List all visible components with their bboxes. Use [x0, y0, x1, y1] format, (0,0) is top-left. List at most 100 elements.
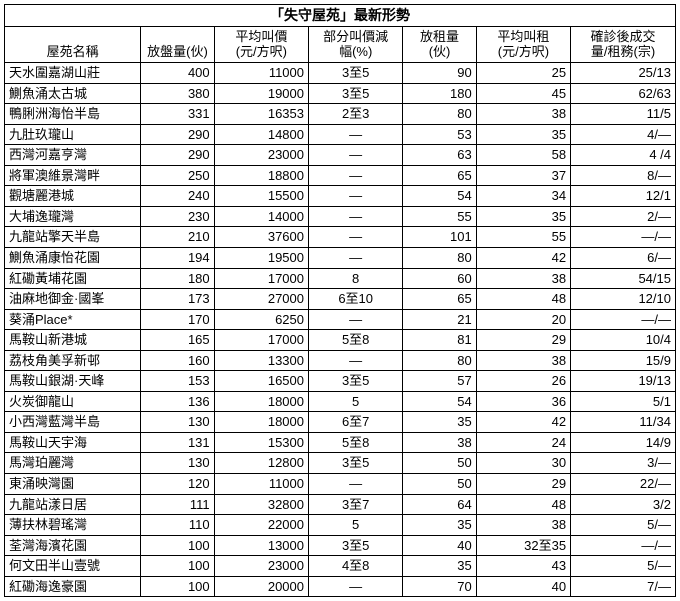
- column-header: 放租量(伙): [403, 26, 476, 62]
- estate-name-cell: 東涌映灣園: [5, 474, 141, 495]
- data-cell: 18800: [214, 165, 308, 186]
- table-row: 大埔逸瓏灣23014000—55352/—: [5, 206, 676, 227]
- data-cell: 19500: [214, 248, 308, 269]
- data-cell: 37600: [214, 227, 308, 248]
- data-cell: 14800: [214, 124, 308, 145]
- table-row: 觀塘麗港城24015500—543412/1: [5, 186, 676, 207]
- estate-name-cell: 荔枝角美孚新邨: [5, 350, 141, 371]
- data-cell: 81: [403, 330, 476, 351]
- data-cell: 11/34: [571, 412, 676, 433]
- data-cell: 5/—: [571, 556, 676, 577]
- data-cell: 20000: [214, 576, 308, 597]
- data-cell: —: [309, 165, 403, 186]
- data-cell: 63: [403, 145, 476, 166]
- column-header: 平均叫租(元/方呎): [476, 26, 570, 62]
- data-cell: —: [309, 576, 403, 597]
- data-cell: 290: [141, 145, 214, 166]
- data-cell: 180: [403, 83, 476, 104]
- data-cell: 53: [403, 124, 476, 145]
- data-cell: 26: [476, 371, 570, 392]
- column-header: 部分叫價減幅(%): [309, 26, 403, 62]
- estate-name-cell: 天水圍嘉湖山莊: [5, 63, 141, 84]
- data-cell: 14/9: [571, 432, 676, 453]
- data-cell: 7/—: [571, 576, 676, 597]
- data-cell: 5: [309, 515, 403, 536]
- table-row: 鴨脷洲海怡半島331163532至3803811/5: [5, 104, 676, 125]
- data-cell: 170: [141, 309, 214, 330]
- table-row: 東涌映灣園12011000—502922/—: [5, 474, 676, 495]
- data-cell: 55: [403, 206, 476, 227]
- table-row: 紅磡黃埔花園180170008603854/15: [5, 268, 676, 289]
- data-cell: 160: [141, 350, 214, 371]
- data-cell: 100: [141, 556, 214, 577]
- data-cell: 48: [476, 494, 570, 515]
- table-title-row: 「失守屋苑」最新形勢: [5, 5, 676, 27]
- data-cell: 3至5: [309, 83, 403, 104]
- data-cell: 3/—: [571, 453, 676, 474]
- data-cell: 120: [141, 474, 214, 495]
- table-row: 將軍澳維景灣畔25018800—65378/—: [5, 165, 676, 186]
- estates-table: 「失守屋苑」最新形勢 屋苑名稱放盤量(伙)平均叫價(元/方呎)部分叫價減幅(%)…: [4, 4, 676, 597]
- data-cell: 35: [403, 556, 476, 577]
- data-cell: 80: [403, 350, 476, 371]
- data-cell: 14000: [214, 206, 308, 227]
- data-cell: 6250: [214, 309, 308, 330]
- data-cell: 38: [476, 268, 570, 289]
- column-header: 平均叫價(元/方呎): [214, 26, 308, 62]
- data-cell: 38: [403, 432, 476, 453]
- data-cell: 6/—: [571, 248, 676, 269]
- estate-name-cell: 馬鞍山新港城: [5, 330, 141, 351]
- data-cell: 60: [403, 268, 476, 289]
- data-cell: 380: [141, 83, 214, 104]
- estate-name-cell: 火炭御龍山: [5, 391, 141, 412]
- table-row: 西灣河嘉亨灣29023000—63584 /4: [5, 145, 676, 166]
- data-cell: 64: [403, 494, 476, 515]
- data-cell: 136: [141, 391, 214, 412]
- table-row: 天水圍嘉湖山莊400110003至5902525/13: [5, 63, 676, 84]
- estate-name-cell: 何文田半山壹號: [5, 556, 141, 577]
- data-cell: 240: [141, 186, 214, 207]
- data-cell: 11/5: [571, 104, 676, 125]
- data-cell: —: [309, 309, 403, 330]
- data-cell: 5: [309, 391, 403, 412]
- data-cell: 43: [476, 556, 570, 577]
- table-row: 荔枝角美孚新邨16013300—803815/9: [5, 350, 676, 371]
- data-cell: 3/2: [571, 494, 676, 515]
- estate-name-cell: 西灣河嘉亨灣: [5, 145, 141, 166]
- table-row: 火炭御龍山13618000554365/1: [5, 391, 676, 412]
- data-cell: 23000: [214, 145, 308, 166]
- table-row: 小西灣藍灣半島130180006至7354211/34: [5, 412, 676, 433]
- data-cell: 3至7: [309, 494, 403, 515]
- estate-name-cell: 大埔逸瓏灣: [5, 206, 141, 227]
- data-cell: 23000: [214, 556, 308, 577]
- data-cell: 210: [141, 227, 214, 248]
- estate-name-cell: 鰂魚涌太古城: [5, 83, 141, 104]
- table-row: 鰂魚涌康怡花園19419500—80426/—: [5, 248, 676, 269]
- data-cell: 50: [403, 474, 476, 495]
- data-cell: 130: [141, 453, 214, 474]
- data-cell: 55: [476, 227, 570, 248]
- data-cell: 35: [476, 124, 570, 145]
- data-cell: 30: [476, 453, 570, 474]
- data-cell: 36: [476, 391, 570, 412]
- table-row: 九龍站擎天半島21037600—10155—/—: [5, 227, 676, 248]
- data-cell: 17000: [214, 330, 308, 351]
- data-cell: 58: [476, 145, 570, 166]
- table-row: 油麻地御金·國峯173270006至10654812/10: [5, 289, 676, 310]
- table-row: 九肚玖瓏山29014800—53354/—: [5, 124, 676, 145]
- data-cell: 48: [476, 289, 570, 310]
- data-cell: 400: [141, 63, 214, 84]
- data-cell: 57: [403, 371, 476, 392]
- data-cell: 29: [476, 474, 570, 495]
- data-cell: 42: [476, 248, 570, 269]
- data-cell: 80: [403, 248, 476, 269]
- estate-name-cell: 九龍站漾日居: [5, 494, 141, 515]
- column-header: 屋苑名稱: [5, 26, 141, 62]
- data-cell: 90: [403, 63, 476, 84]
- column-header: 確診後成交量/租務(宗): [571, 26, 676, 62]
- data-cell: 290: [141, 124, 214, 145]
- table-row: 馬鞍山新港城165170005至8812910/4: [5, 330, 676, 351]
- estate-name-cell: 馬灣珀麗灣: [5, 453, 141, 474]
- estate-name-cell: 九肚玖瓏山: [5, 124, 141, 145]
- data-cell: 5至8: [309, 330, 403, 351]
